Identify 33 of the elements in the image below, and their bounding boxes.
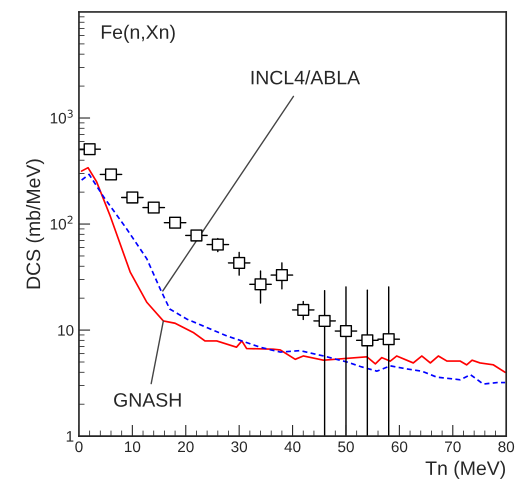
point bbox=[233, 256, 246, 269]
x-tick-label: 10 bbox=[125, 441, 140, 452]
point bbox=[212, 238, 224, 251]
point bbox=[340, 324, 352, 338]
y-tick-label: 10 bbox=[58, 324, 74, 336]
point bbox=[104, 168, 118, 180]
annotation: GNASH bbox=[114, 393, 181, 407]
x-axis-title: Tn (MeV) bbox=[426, 460, 505, 479]
x-tick-label: 50 bbox=[338, 441, 354, 452]
text: Fe(n,Xn) bbox=[102, 24, 175, 43]
y-tick-label: 10$^{2}$ bbox=[50, 216, 73, 230]
y-axis-title: DCS (mb/MeV) bbox=[26, 159, 44, 288]
point bbox=[361, 334, 374, 346]
point bbox=[126, 191, 138, 204]
point bbox=[297, 304, 310, 316]
point bbox=[276, 269, 288, 282]
x-tick-label: 30 bbox=[231, 441, 248, 452]
x-tick-label: 40 bbox=[284, 441, 300, 452]
point bbox=[84, 143, 96, 156]
point bbox=[190, 229, 203, 242]
point bbox=[382, 333, 395, 346]
x-tick-label: 80 bbox=[498, 441, 514, 452]
x-tick-label: 20 bbox=[178, 441, 194, 452]
y-tick-label: 1 bbox=[66, 431, 74, 442]
x-tick-label: 60 bbox=[392, 441, 408, 452]
point bbox=[169, 216, 182, 229]
y-tick-label: 10$^{3}$ bbox=[50, 110, 73, 124]
x-tick-label: 70 bbox=[445, 441, 461, 452]
point bbox=[148, 202, 160, 214]
point bbox=[318, 314, 331, 328]
point bbox=[254, 278, 267, 290]
x-tick-label: 0 bbox=[75, 441, 83, 452]
annotation: INCL4/ABLA bbox=[252, 70, 360, 84]
